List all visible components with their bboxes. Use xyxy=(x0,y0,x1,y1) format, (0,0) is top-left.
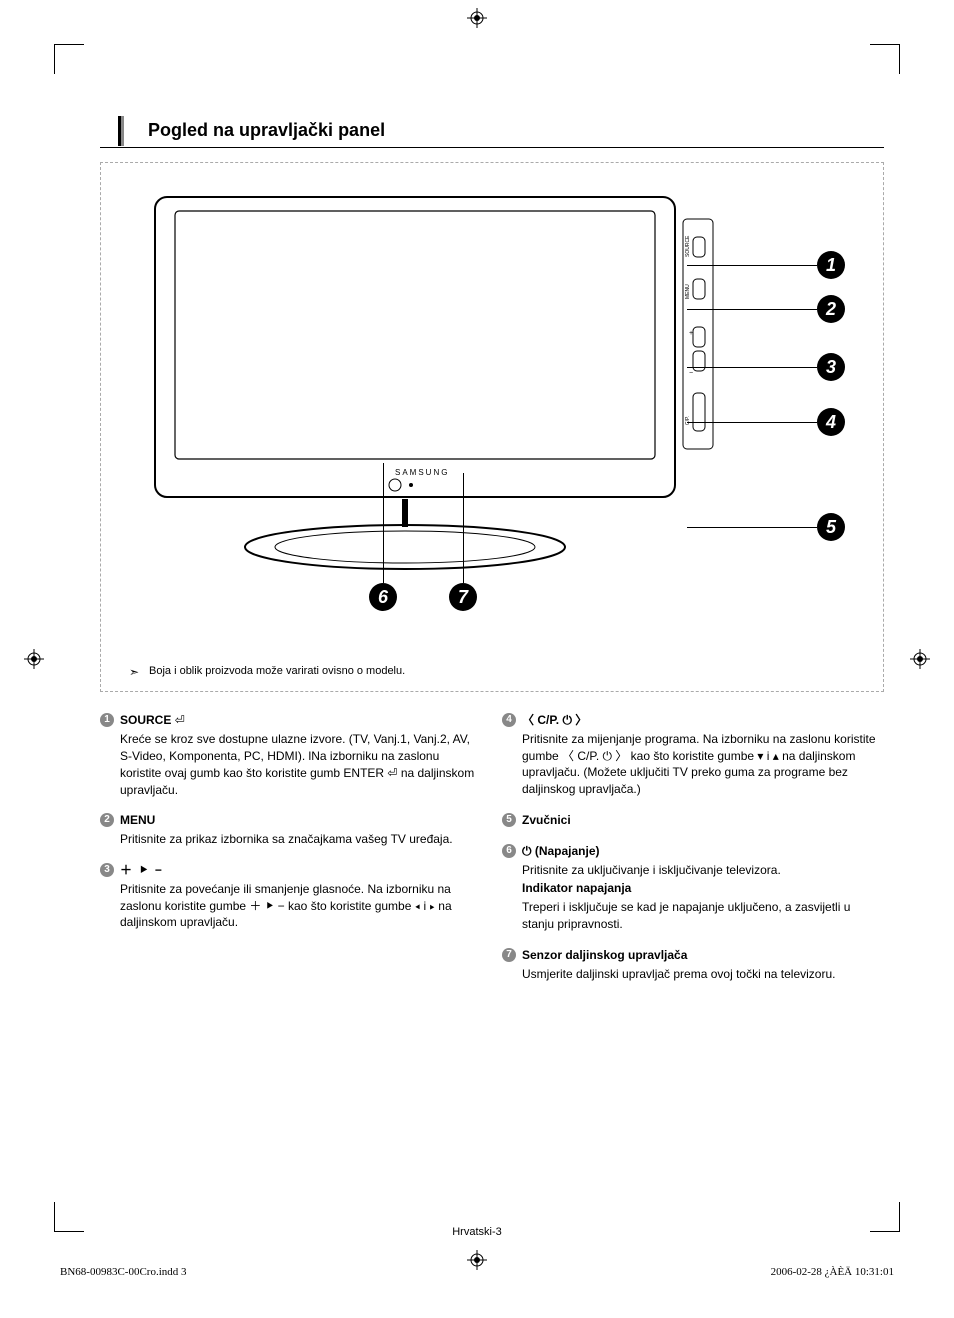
footer-timestamp: 2006-02-28 ¿ÀÈÄ 10:31:01 xyxy=(771,1266,894,1278)
enter-icon: ⏎ xyxy=(175,712,185,729)
crop-mark-tl-icon xyxy=(54,44,84,74)
crop-mark-tr-icon xyxy=(870,44,900,74)
item-title: SOURCE xyxy=(120,713,175,727)
item-volume: 3 ＋ ⯈ − Pritisnite za povećanje ili sman… xyxy=(100,862,482,931)
callout-badge-4: 4 xyxy=(817,408,845,436)
item-source: 1 SOURCE ⏎ Kreće se kroz sve dostupne ul… xyxy=(100,712,482,798)
item-number: 2 xyxy=(100,813,114,827)
leader-line xyxy=(463,473,464,583)
item-body: Usmjerite daljinski upravljač prema ovoj… xyxy=(522,966,884,983)
item-body: Pritisnite za mijenjanje programa. Na iz… xyxy=(522,731,884,798)
leader-line xyxy=(687,527,817,528)
item-title: Zvučnici xyxy=(522,813,571,827)
page-number: Hrvatski-3 xyxy=(0,1226,954,1238)
registration-mark-right-icon xyxy=(910,649,930,669)
item-body2: Treperi i isključuje se kad je napajanje… xyxy=(522,899,884,933)
item-sensor: 7 Senzor daljinskog upravljača Usmjerite… xyxy=(502,947,884,983)
diagram-disclaimer: Boja i oblik proizvoda može varirati ovi… xyxy=(125,665,405,677)
item-body: Pritisnite za povećanje ili smanjenje gl… xyxy=(120,881,482,931)
item-body: Pritisnite za uključivanje i isključivan… xyxy=(522,862,884,879)
brand-label: SAMSUNG xyxy=(395,468,449,477)
item-title: ⏻ (Napajanje) xyxy=(522,844,600,858)
item-title-icons: ＋ ⯈ − xyxy=(120,863,162,877)
item-channel: 4 〈 C/P. ⏻ 〉 Pritisnite za mijenjanje pr… xyxy=(502,712,884,798)
callout-badge-1: 1 xyxy=(817,251,845,279)
item-title-icons: 〈 C/P. ⏻ 〉 xyxy=(522,713,587,727)
item-power: 6 ⏻ (Napajanje) Pritisnite za uključivan… xyxy=(502,843,884,933)
panel-label-source: SOURCE xyxy=(685,235,691,257)
registration-mark-left-icon xyxy=(24,649,44,669)
footer-filename: BN68-00983C-00Cro.indd 3 xyxy=(60,1266,187,1278)
title-bar: Pogled na upravljački panel xyxy=(100,120,884,148)
item-menu: 2 MENU Pritisnite za prikaz izbornika sa… xyxy=(100,812,482,848)
descriptions: 1 SOURCE ⏎ Kreće se kroz sve dostupne ul… xyxy=(100,712,884,996)
panel-label-cp: C/P. xyxy=(685,416,691,425)
item-title: Senzor daljinskog upravljača xyxy=(522,948,687,962)
leader-line xyxy=(687,309,817,310)
item-number: 1 xyxy=(100,713,114,727)
item-body: Kreće se kroz sve dostupne ulazne izvore… xyxy=(120,731,482,798)
page-content: Pogled na upravljački panel SOURCE MENU … xyxy=(100,120,884,1198)
leader-line xyxy=(687,265,817,266)
tv-illustration-icon: SOURCE MENU + − C/P. SAMSUNG xyxy=(145,187,785,617)
registration-mark-top-icon xyxy=(467,8,487,28)
tv-diagram: SOURCE MENU + − C/P. SAMSUNG 1 2 3 4 5 6 xyxy=(100,162,884,692)
item-number: 6 xyxy=(502,844,516,858)
callout-badge-5: 5 xyxy=(817,513,845,541)
item-speakers: 5 Zvučnici xyxy=(502,812,884,829)
item-number: 5 xyxy=(502,813,516,827)
item-subtitle: Indikator napajanja xyxy=(522,880,884,897)
item-number: 7 xyxy=(502,948,516,962)
callout-badge-3: 3 xyxy=(817,353,845,381)
leader-line xyxy=(687,367,817,368)
left-column: 1 SOURCE ⏎ Kreće se kroz sve dostupne ul… xyxy=(100,712,482,996)
item-number: 4 xyxy=(502,713,516,727)
callout-badge-6: 6 xyxy=(369,583,397,611)
leader-line xyxy=(383,463,384,583)
title-stripe-icon xyxy=(118,116,124,146)
print-footer: BN68-00983C-00Cro.indd 3 2006-02-28 ¿ÀÈÄ… xyxy=(60,1266,894,1278)
leader-line xyxy=(687,422,817,423)
callout-badge-7: 7 xyxy=(449,583,477,611)
page-title: Pogled na upravljački panel xyxy=(148,120,884,141)
callout-badge-2: 2 xyxy=(817,295,845,323)
svg-text:−: − xyxy=(689,370,693,377)
right-column: 4 〈 C/P. ⏻ 〉 Pritisnite za mijenjanje pr… xyxy=(502,712,884,996)
svg-text:+: + xyxy=(689,330,693,337)
item-number: 3 xyxy=(100,863,114,877)
panel-label-menu: MENU xyxy=(685,284,691,299)
item-body: Pritisnite za prikaz izbornika sa značaj… xyxy=(120,831,482,848)
item-title: MENU xyxy=(120,813,155,827)
